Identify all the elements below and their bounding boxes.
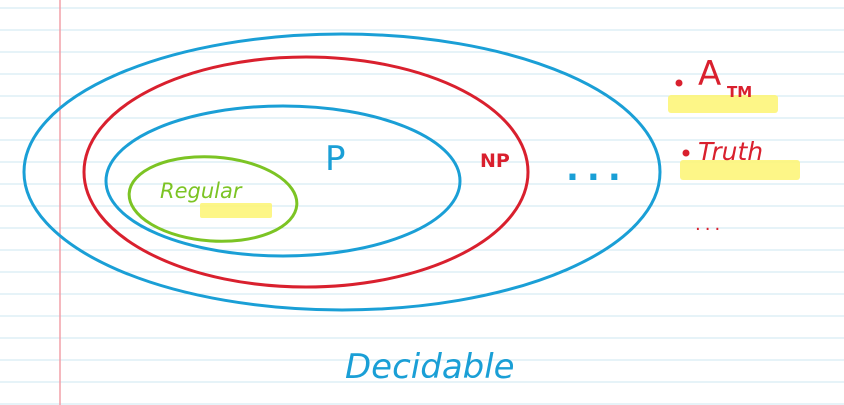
p-ellipse [104, 104, 462, 258]
continuation-dots: ... [566, 149, 629, 189]
highlights [200, 95, 800, 218]
atm-label: A [698, 54, 721, 94]
np-ellipse [82, 55, 530, 289]
regular-label: Regular [160, 179, 243, 203]
truth-label: Truth [698, 137, 763, 166]
highlight-atm [668, 95, 778, 113]
atm-subscript: TM [727, 83, 752, 101]
np-label: NP [480, 150, 510, 172]
examples-list: A TM Truth ... [675, 54, 763, 235]
highlight-truth [680, 160, 800, 180]
bullet-dot [682, 149, 690, 157]
decidable-label: Decidable [345, 347, 515, 387]
highlight-regular [200, 203, 272, 218]
more-examples-dots: ... [695, 214, 724, 235]
decidable-ellipse [22, 32, 662, 312]
regular-ellipse [127, 155, 299, 243]
p-label: P [325, 139, 346, 179]
bullet-dot [675, 79, 683, 87]
